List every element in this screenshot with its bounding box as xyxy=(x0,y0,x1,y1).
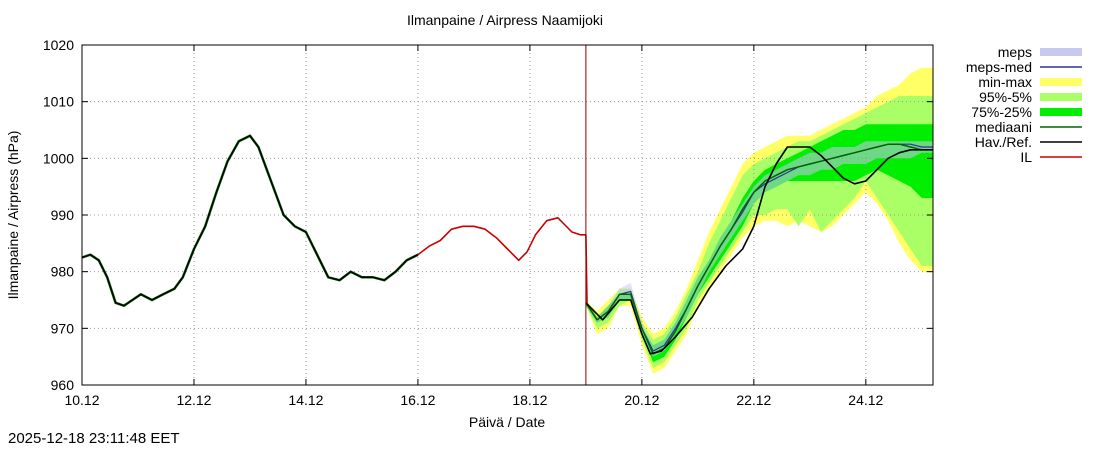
line-observed xyxy=(81,135,419,307)
y-tick-label: 980 xyxy=(51,264,75,280)
axes: 10.12 12.12 14.12 16.12 18.12 20.12 22.12 24.12… xyxy=(43,37,934,408)
x-tick-label: 24.12 xyxy=(848,392,883,408)
line-mediaani xyxy=(585,143,933,355)
legend: mepsmeps-medmin-max95%-5%75%-25%mediaani… xyxy=(966,44,1082,165)
legend-label: min-max xyxy=(978,74,1032,90)
x-tick-label: 10.12 xyxy=(64,392,99,408)
legend-swatch xyxy=(1040,78,1082,86)
legend-label: mediaani xyxy=(975,119,1032,135)
x-tick-label: 16.12 xyxy=(400,392,435,408)
legend-label: meps-med xyxy=(966,59,1032,75)
y-tick-label: 1020 xyxy=(43,37,74,53)
grid-lines xyxy=(82,45,933,385)
line-il xyxy=(417,217,588,303)
legend-label: IL xyxy=(1020,149,1032,165)
x-tick-label: 22.12 xyxy=(736,392,771,408)
legend-label: 75%-25% xyxy=(971,104,1032,120)
x-tick-label: 12.12 xyxy=(176,392,211,408)
legend-swatch xyxy=(1040,48,1082,56)
band-meps xyxy=(585,141,933,357)
legend-swatch xyxy=(1040,108,1082,116)
x-tick-label: 14.12 xyxy=(288,392,323,408)
chart-title: Ilmanpaine / Airpress Naamijoki xyxy=(407,12,603,28)
legend-label: Hav./Ref. xyxy=(975,134,1032,150)
legend-label: meps xyxy=(998,44,1032,60)
x-axis-label: Päivä / Date xyxy=(469,414,545,430)
series-lines xyxy=(81,45,933,385)
line-observed-halo xyxy=(81,134,419,307)
y-tick-label: 1010 xyxy=(43,94,74,110)
timestamp: 2025-12-18 23:11:48 EET xyxy=(8,430,180,447)
x-tick-label: 18.12 xyxy=(512,392,547,408)
y-tick-label: 1000 xyxy=(43,150,74,166)
y-tick-label: 990 xyxy=(51,207,75,223)
y-tick-label: 970 xyxy=(51,320,75,336)
forecast-bands xyxy=(585,67,933,374)
x-tick-label: 20.12 xyxy=(624,392,659,408)
y-tick-label: 960 xyxy=(51,377,75,393)
line-observed-forecast xyxy=(585,146,933,355)
legend-swatch xyxy=(1040,93,1082,101)
y-axis-label: Ilmanpaine / Airpress (hPa) xyxy=(5,131,21,300)
legend-label: 95%-5% xyxy=(979,89,1032,105)
